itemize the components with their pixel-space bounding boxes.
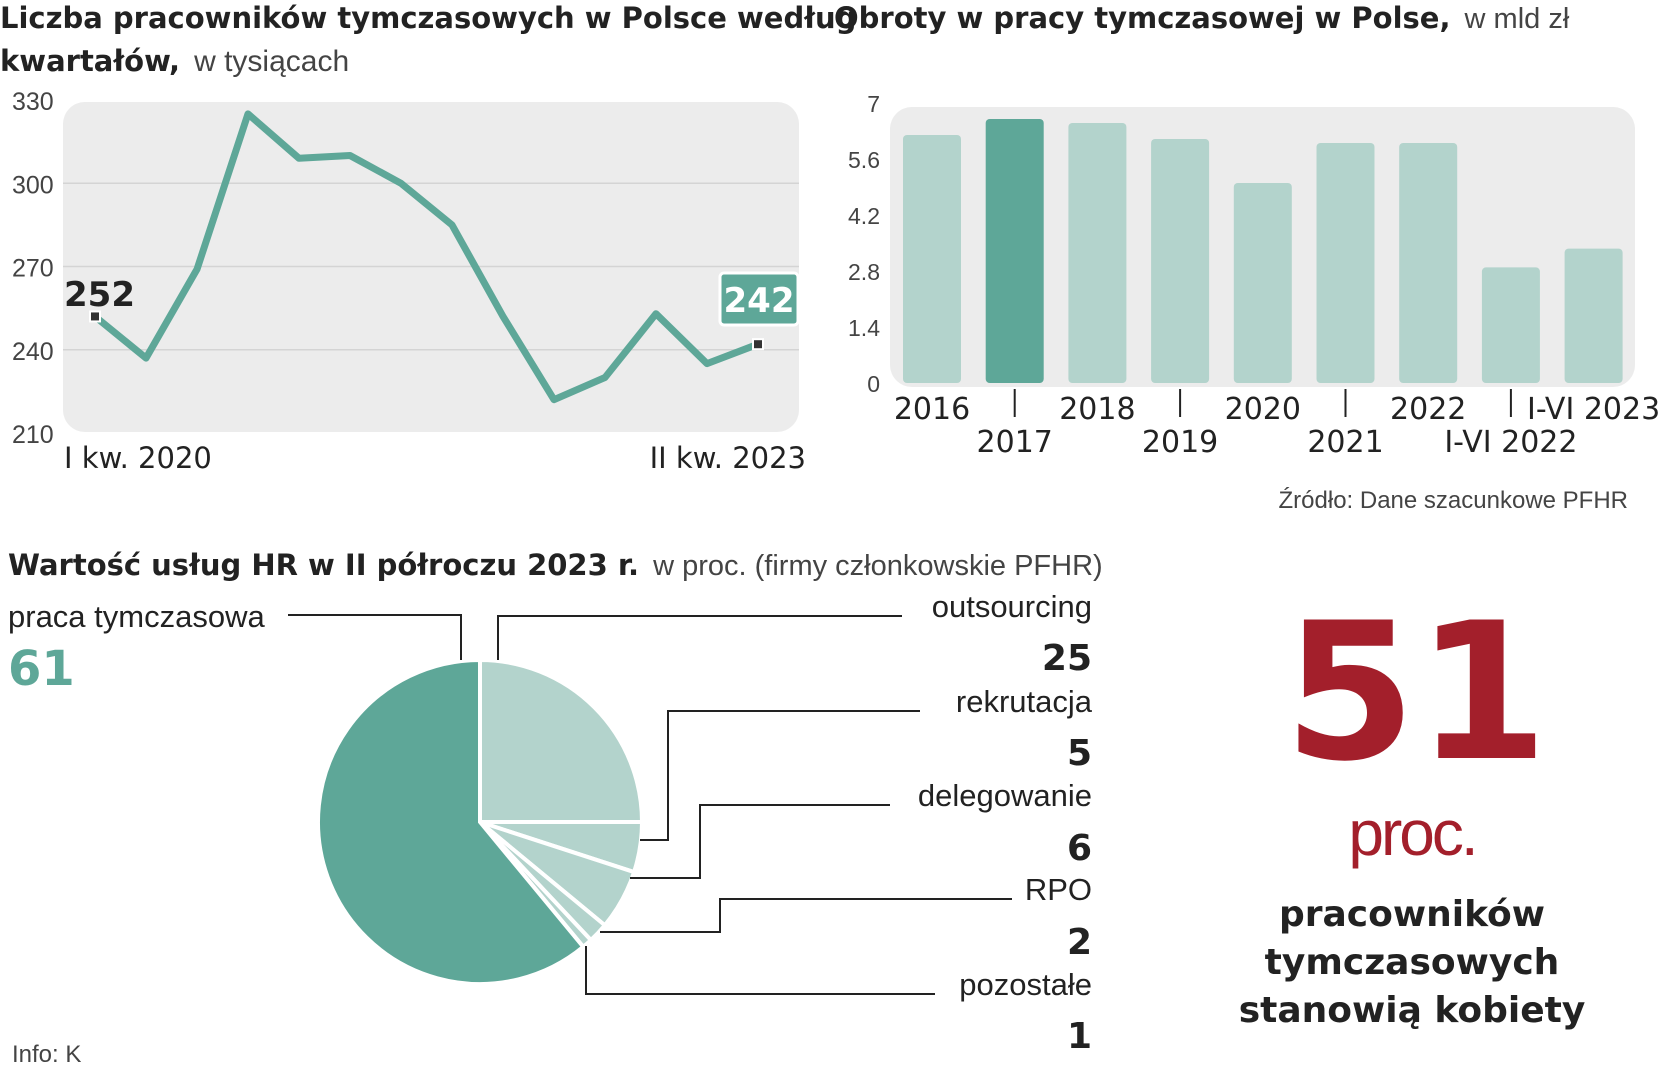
pie-chart-leader-lines bbox=[288, 614, 1012, 995]
pie-chart-title-suffix: w proc. (firmy członkowskie PFHR) bbox=[652, 550, 1103, 582]
bar-category-label: 2020 bbox=[1225, 392, 1301, 427]
big-number: 51 bbox=[1284, 582, 1548, 803]
line-chart-series bbox=[91, 110, 762, 404]
bar-chart-title: Obroty w pracy tymczasowej w Polse, w ml… bbox=[834, 1, 1570, 35]
bar-chart-y-tick-label: 7 bbox=[867, 91, 880, 117]
pie-leader-line bbox=[585, 946, 935, 995]
bar-chart-y-tick-label: 4.2 bbox=[848, 203, 880, 229]
big-number-caption-1: pracowników bbox=[1279, 894, 1545, 935]
bar bbox=[1151, 139, 1210, 383]
big-number-unit: proc. bbox=[1348, 797, 1475, 869]
bar-category-label: 2019 bbox=[1142, 425, 1218, 460]
line-chart-first-x-label: I kw. 2020 bbox=[64, 441, 212, 475]
pie-slice bbox=[316, 657, 587, 986]
bar-chart-title-bold: Obroty w pracy tymczasowej w Polse, bbox=[834, 1, 1450, 35]
line-chart-title-bold-2: kwartałów, bbox=[0, 44, 180, 78]
pie-chart-title-bold: Wartość usług HR w II półroczu 2023 r. bbox=[8, 548, 639, 582]
line-chart-start-label: 252 bbox=[64, 275, 135, 315]
bar-chart-y-tick-label: 2.8 bbox=[848, 259, 880, 285]
line-chart-y-tick-label: 270 bbox=[12, 255, 54, 283]
line-chart-title-suffix: w tysiącach bbox=[193, 45, 349, 78]
line-chart-gridlines bbox=[63, 182, 799, 351]
bar-chart-bars bbox=[903, 119, 1623, 383]
line-chart-title-line2: kwartałów, w tysiącach bbox=[0, 44, 349, 78]
pie-label-value: 25 bbox=[1042, 638, 1092, 679]
pie-label-name: delegowanie bbox=[918, 778, 1092, 813]
pie-label-name: outsourcing bbox=[932, 589, 1092, 624]
bar-category-label: 2021 bbox=[1307, 425, 1383, 460]
bar-chart-y-tick-label: 5.6 bbox=[848, 147, 880, 173]
line-chart-end-label: 242 bbox=[724, 281, 795, 321]
big-number-caption-2: tymczasowych bbox=[1265, 942, 1560, 983]
line-chart-points bbox=[89, 310, 764, 351]
bar-category-label: 2018 bbox=[1059, 392, 1135, 427]
bar bbox=[1068, 123, 1127, 383]
pie-label-value: 61 bbox=[8, 641, 75, 697]
bar-chart-y-ticks: 7 5.6 4.2 2.8 1.4 0 bbox=[848, 91, 880, 397]
bar-category-label: I-VI 2022 bbox=[1444, 425, 1577, 460]
pie-label-name: RPO bbox=[1025, 872, 1092, 907]
bar-category-label: 2022 bbox=[1390, 392, 1466, 427]
bar bbox=[1316, 143, 1375, 383]
pie-label-name: rekrutacja bbox=[956, 684, 1093, 719]
bar-chart-y-tick-label: 0 bbox=[867, 371, 880, 397]
pie-leader-line bbox=[497, 615, 902, 660]
bar bbox=[903, 135, 961, 383]
big-number-caption-3: stanowią kobiety bbox=[1239, 990, 1586, 1031]
source-note: Źródło: Dane szacunkowe PFHR bbox=[1279, 487, 1628, 514]
pie-leader-line bbox=[288, 614, 462, 660]
line-chart-y-ticks: 330 300 270 240 210 bbox=[12, 88, 54, 449]
bar bbox=[985, 119, 1044, 383]
line-chart-end-badge bbox=[718, 271, 800, 327]
line-chart-y-tick-label: 240 bbox=[12, 338, 54, 366]
pie-label-name: pozostałe bbox=[959, 967, 1092, 1002]
pie-label-value: 2 bbox=[1067, 922, 1092, 963]
line-chart-point bbox=[752, 338, 764, 351]
line-chart-y-tick-label: 300 bbox=[12, 171, 54, 199]
info-footer: Info: K bbox=[12, 1041, 81, 1068]
pie-label-value: 1 bbox=[1067, 1016, 1092, 1057]
line-chart-y-tick-label: 330 bbox=[12, 88, 54, 116]
pie-leader-line bbox=[600, 898, 1012, 933]
bar bbox=[1399, 143, 1458, 383]
pie-label-value: 5 bbox=[1067, 733, 1092, 774]
bar bbox=[1481, 267, 1540, 383]
pie-chart: Wartość usług HR w II półroczu 2023 r. w… bbox=[8, 548, 1103, 1057]
bar bbox=[1564, 248, 1623, 383]
pie-leader-line bbox=[630, 804, 890, 879]
pie-chart-slices bbox=[316, 657, 645, 986]
pie-label-name: praca tymczasowa bbox=[8, 599, 265, 634]
line-chart: Liczba pracowników tymczasowych w Polsce… bbox=[0, 1, 856, 475]
bar-category-label: 2016 bbox=[894, 392, 970, 427]
pie-slice bbox=[478, 657, 645, 824]
bar-category-label: 2017 bbox=[977, 425, 1053, 460]
pie-label-value: 6 bbox=[1067, 828, 1092, 869]
bar-chart-y-tick-label: 1.4 bbox=[848, 315, 880, 341]
pie-leader-line bbox=[640, 710, 920, 841]
bar bbox=[1233, 183, 1292, 383]
bar-category-label: I-VI 2023 bbox=[1527, 392, 1660, 427]
line-chart-point bbox=[89, 310, 101, 323]
pie-chart-title: Wartość usług HR w II półroczu 2023 r. w… bbox=[8, 548, 1103, 582]
bar-chart-title-suffix: w mld zł bbox=[1464, 3, 1570, 35]
bar-chart: Obroty w pracy tymczasowej w Polse, w ml… bbox=[834, 1, 1660, 514]
line-chart-title: Liczba pracowników tymczasowych w Polsce… bbox=[0, 1, 856, 35]
line-chart-last-x-label: II kw. 2023 bbox=[650, 441, 806, 475]
women-share-stat: 51 proc. pracowników tymczasowych stanow… bbox=[1239, 582, 1586, 1031]
line-chart-title-bold: Liczba pracowników tymczasowych w Polsce… bbox=[0, 1, 856, 35]
line-chart-y-tick-label: 210 bbox=[12, 421, 54, 449]
